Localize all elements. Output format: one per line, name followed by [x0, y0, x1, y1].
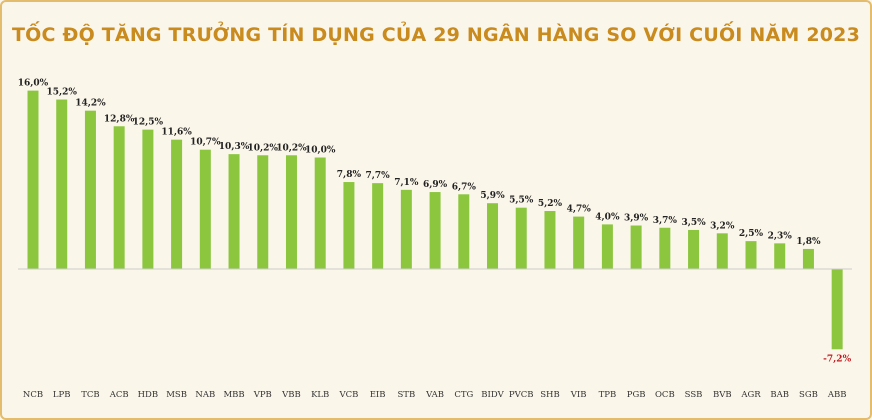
bar-pvcb — [515, 207, 527, 270]
category-label-msb: MSB — [166, 390, 187, 400]
value-label-shb: 5,2% — [538, 199, 563, 209]
category-label-bidv: BIDV — [481, 390, 504, 400]
category-label-ocb: OCB — [655, 390, 675, 400]
category-label-nab: NAB — [195, 390, 215, 400]
value-label-pvcb: 5,5% — [509, 196, 534, 206]
bar-vib — [573, 216, 585, 269]
category-label-eib: EIB — [370, 390, 386, 400]
value-label-tpb: 4,0% — [595, 212, 620, 222]
bar-bvb — [716, 233, 728, 269]
category-label-tcb: TCB — [81, 390, 99, 400]
value-label-vpb: 10,2% — [248, 143, 279, 153]
value-label-ssb: 3,5% — [681, 218, 706, 228]
value-label-vcb: 7,8% — [337, 170, 362, 180]
bars-group — [27, 90, 843, 350]
value-label-eib: 7,7% — [366, 171, 391, 181]
value-label-bvb: 3,2% — [710, 221, 735, 231]
bar-klb — [314, 157, 326, 269]
bar-mbb — [228, 154, 240, 269]
category-label-abb: ABB — [827, 390, 847, 400]
category-label-agr: AGR — [740, 390, 761, 400]
value-label-msb: 11,6% — [161, 128, 192, 138]
value-label-pgb: 3,9% — [624, 214, 649, 224]
value-label-ncb: 16,0% — [18, 79, 49, 89]
value-label-ctg: 6,7% — [452, 182, 477, 192]
value-label-lpb: 15,2% — [46, 88, 77, 98]
category-label-vib: VIB — [570, 390, 587, 400]
bar-eib — [372, 183, 384, 269]
value-label-tcb: 14,2% — [75, 99, 106, 109]
category-label-stb: STB — [397, 390, 415, 400]
category-label-lpb: LPB — [53, 390, 71, 400]
bar-shb — [544, 211, 556, 269]
value-label-mbb: 10,3% — [219, 142, 250, 152]
bar-msb — [171, 139, 183, 269]
bar-acb — [113, 126, 125, 269]
category-label-tpb: TPB — [599, 390, 617, 400]
bar-vcb — [343, 182, 355, 269]
category-label-acb: ACB — [109, 390, 129, 400]
bar-nab — [199, 149, 211, 269]
bar-hdb — [142, 129, 154, 270]
value-label-agr: 2,5% — [739, 229, 764, 239]
bar-tpb — [601, 224, 613, 269]
value-labels-group: 16,0%15,2%14,2% 12,8%12,5%11,6%10,7%10,3%… — [18, 79, 852, 365]
value-label-bab: 2,3% — [768, 231, 793, 241]
category-label-pvcb: PVCB — [509, 390, 534, 400]
category-label-vcb: VCB — [338, 390, 358, 400]
category-label-hdb: HDB — [138, 390, 158, 400]
bar-bab — [774, 243, 786, 269]
category-labels-group: NCB LPB TCB ACB HDB MSB NAB MBB VPB VBB KLB VCB EIB S… — [23, 390, 847, 400]
value-label-sgb: 1,8% — [796, 237, 821, 247]
bar-sgb — [802, 248, 814, 269]
value-label-nab: 10,7% — [190, 138, 221, 148]
bar-pgb — [630, 225, 642, 269]
value-label-bidv: 5,9% — [480, 191, 505, 201]
value-label-vab: 6,9% — [423, 180, 448, 190]
category-label-pgb: PGB — [627, 390, 646, 400]
value-label-acb: 12,8% — [104, 114, 135, 124]
value-label-hdb: 12,5% — [133, 118, 164, 128]
category-label-klb: KLB — [311, 390, 329, 400]
bar-ncb — [27, 90, 39, 269]
category-label-bvb: BVB — [713, 390, 732, 400]
value-label-klb: 10,0% — [305, 146, 336, 156]
bar-ctg — [458, 194, 470, 269]
bar-ssb — [688, 229, 700, 269]
category-label-mbb: MBB — [223, 390, 244, 400]
value-label-vib: 4,7% — [567, 205, 592, 215]
category-label-vab: VAB — [425, 390, 444, 400]
bar-tcb — [84, 110, 96, 269]
bar-vbb — [285, 155, 297, 269]
value-label-vbb: 10,2% — [276, 143, 307, 153]
category-label-shb: SHB — [540, 390, 559, 400]
category-label-sgb: SGB — [799, 390, 818, 400]
bar-lpb — [56, 99, 68, 270]
value-label-abb: -7,2% — [823, 354, 851, 364]
value-label-ocb: 3,7% — [653, 216, 678, 226]
bar-bidv — [487, 203, 499, 269]
bar-agr — [745, 241, 757, 270]
bar-abb — [831, 269, 843, 350]
bar-vab — [429, 192, 441, 269]
category-label-vbb: VBB — [281, 390, 301, 400]
bar-ocb — [659, 227, 671, 270]
category-label-ctg: CTG — [454, 390, 473, 400]
category-label-bab: BAB — [770, 390, 789, 400]
bar-vpb — [257, 155, 269, 269]
category-label-ncb: NCB — [23, 390, 43, 400]
value-label-stb: 7,1% — [394, 178, 419, 188]
category-label-ssb: SSB — [685, 390, 703, 400]
chart-title: TỐC ĐỘ TĂNG TRƯỞNG TÍN DỤNG CỦA 29 NGÂN … — [12, 24, 860, 46]
category-label-vpb: VPB — [253, 390, 272, 400]
bar-stb — [400, 189, 412, 269]
